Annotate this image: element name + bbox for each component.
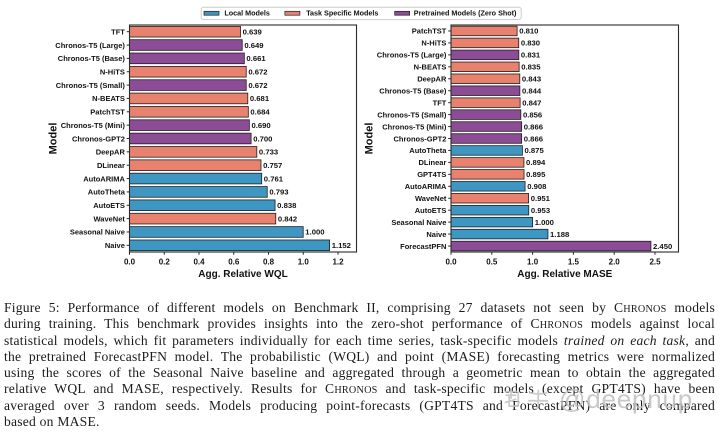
svg-text:0.0: 0.0 xyxy=(445,257,457,266)
svg-text:AutoARIMA: AutoARIMA xyxy=(83,174,125,183)
svg-text:0.639: 0.639 xyxy=(243,27,262,36)
svg-text:0.2: 0.2 xyxy=(159,257,171,266)
svg-text:1.188: 1.188 xyxy=(550,230,570,239)
svg-text:0.838: 0.838 xyxy=(277,201,297,210)
svg-text:Task Specific Models: Task Specific Models xyxy=(306,9,378,18)
svg-text:1.0: 1.0 xyxy=(527,257,539,266)
svg-text:1.5: 1.5 xyxy=(568,257,580,266)
svg-text:0.866: 0.866 xyxy=(524,122,543,131)
svg-text:WaveNet: WaveNet xyxy=(93,214,125,223)
svg-text:0.951: 0.951 xyxy=(531,194,551,203)
svg-text:0.761: 0.761 xyxy=(264,174,284,183)
svg-text:0.830: 0.830 xyxy=(521,39,540,48)
svg-text:AutoTheta: AutoTheta xyxy=(409,146,447,155)
svg-text:Chronos-T5 (Large): Chronos-T5 (Large) xyxy=(55,41,125,50)
svg-text:0.672: 0.672 xyxy=(248,67,267,76)
svg-text:Chronos-T5 (Small): Chronos-T5 (Small) xyxy=(56,81,126,90)
svg-text:1.2: 1.2 xyxy=(332,257,344,266)
svg-text:0.908: 0.908 xyxy=(527,182,547,191)
svg-text:AutoARIMA: AutoARIMA xyxy=(405,182,447,191)
svg-text:Agg. Relative MASE: Agg. Relative MASE xyxy=(517,269,612,280)
svg-text:0.810: 0.810 xyxy=(519,27,538,36)
svg-text:0.681: 0.681 xyxy=(250,94,270,103)
svg-text:AutoETS: AutoETS xyxy=(415,206,447,215)
svg-text:0.0: 0.0 xyxy=(124,257,136,266)
svg-text:Chronos-GPT2: Chronos-GPT2 xyxy=(393,134,446,143)
svg-text:2.450: 2.450 xyxy=(653,242,672,251)
svg-text:0.684: 0.684 xyxy=(250,108,270,117)
svg-text:TFT: TFT xyxy=(433,98,447,107)
svg-text:1.000: 1.000 xyxy=(535,218,554,227)
svg-text:GPT4TS: GPT4TS xyxy=(417,170,446,179)
svg-text:0.847: 0.847 xyxy=(522,98,541,107)
svg-text:Chronos-T5 (Mini): Chronos-T5 (Mini) xyxy=(382,122,447,131)
svg-text:Model: Model xyxy=(48,123,60,155)
svg-text:0.733: 0.733 xyxy=(259,148,278,157)
svg-text:Chronos-T5 (Mini): Chronos-T5 (Mini) xyxy=(61,121,126,130)
svg-text:1.152: 1.152 xyxy=(332,241,351,250)
svg-text:0.866: 0.866 xyxy=(524,134,543,143)
svg-text:Model: Model xyxy=(364,123,376,155)
svg-text:WaveNet: WaveNet xyxy=(415,194,447,203)
svg-text:0.672: 0.672 xyxy=(248,81,267,90)
svg-text:2.0: 2.0 xyxy=(609,257,621,266)
svg-text:Seasonal Naive: Seasonal Naive xyxy=(70,228,125,237)
svg-text:Chronos-T5 (Base): Chronos-T5 (Base) xyxy=(379,86,447,95)
svg-text:Chronos-T5 (Large): Chronos-T5 (Large) xyxy=(377,51,447,60)
svg-text:0.835: 0.835 xyxy=(521,63,541,72)
svg-text:Local Models: Local Models xyxy=(224,9,270,18)
svg-text:Pretrained Models (Zero Shot): Pretrained Models (Zero Shot) xyxy=(414,9,517,18)
svg-text:0.661: 0.661 xyxy=(246,54,266,63)
svg-text:0.831: 0.831 xyxy=(521,51,541,60)
svg-text:N-HiTS: N-HiTS xyxy=(421,39,446,48)
svg-text:0.843: 0.843 xyxy=(522,75,541,84)
svg-text:0.895: 0.895 xyxy=(526,170,546,179)
svg-text:DLinear: DLinear xyxy=(418,158,446,167)
svg-text:Naive: Naive xyxy=(426,230,446,239)
svg-text:1.000: 1.000 xyxy=(305,228,324,237)
svg-text:Chronos-T5 (Base): Chronos-T5 (Base) xyxy=(58,54,126,63)
svg-text:0.700: 0.700 xyxy=(253,134,272,143)
svg-text:0.842: 0.842 xyxy=(278,214,297,223)
svg-text:0.844: 0.844 xyxy=(522,86,542,95)
svg-text:PatchTST: PatchTST xyxy=(90,108,125,117)
svg-text:PatchTST: PatchTST xyxy=(412,27,447,36)
svg-text:AutoTheta: AutoTheta xyxy=(88,188,126,197)
svg-text:0.894: 0.894 xyxy=(526,158,546,167)
svg-text:0.690: 0.690 xyxy=(251,121,270,130)
svg-text:TFT: TFT xyxy=(111,27,125,36)
svg-text:0.953: 0.953 xyxy=(531,206,550,215)
svg-text:Agg. Relative WQL: Agg. Relative WQL xyxy=(198,269,287,280)
svg-text:Naive: Naive xyxy=(105,241,125,250)
svg-text:N-HiTS: N-HiTS xyxy=(100,67,125,76)
svg-text:Chronos-T5 (Small): Chronos-T5 (Small) xyxy=(377,110,447,119)
svg-text:N-BEATS: N-BEATS xyxy=(414,63,447,72)
svg-text:DeepAR: DeepAR xyxy=(96,148,126,157)
svg-text:1.0: 1.0 xyxy=(298,257,310,266)
svg-text:N-BEATS: N-BEATS xyxy=(92,94,125,103)
svg-text:0.757: 0.757 xyxy=(263,161,282,170)
svg-text:0.5: 0.5 xyxy=(486,257,498,266)
svg-text:2.5: 2.5 xyxy=(649,257,661,266)
svg-text:0.4: 0.4 xyxy=(193,257,205,266)
svg-text:0.875: 0.875 xyxy=(525,146,545,155)
svg-text:DLinear: DLinear xyxy=(97,161,125,170)
svg-text:0.793: 0.793 xyxy=(269,188,288,197)
svg-text:0.6: 0.6 xyxy=(228,257,240,266)
svg-text:0.8: 0.8 xyxy=(263,257,275,266)
svg-text:DeepAR: DeepAR xyxy=(417,75,447,84)
svg-text:ForecastPFN: ForecastPFN xyxy=(400,242,446,251)
svg-text:Seasonal Naive: Seasonal Naive xyxy=(391,218,446,227)
svg-text:0.649: 0.649 xyxy=(244,41,263,50)
svg-text:Chronos-GPT2: Chronos-GPT2 xyxy=(72,134,125,143)
svg-text:AutoETS: AutoETS xyxy=(93,201,125,210)
svg-text:0.856: 0.856 xyxy=(523,110,542,119)
